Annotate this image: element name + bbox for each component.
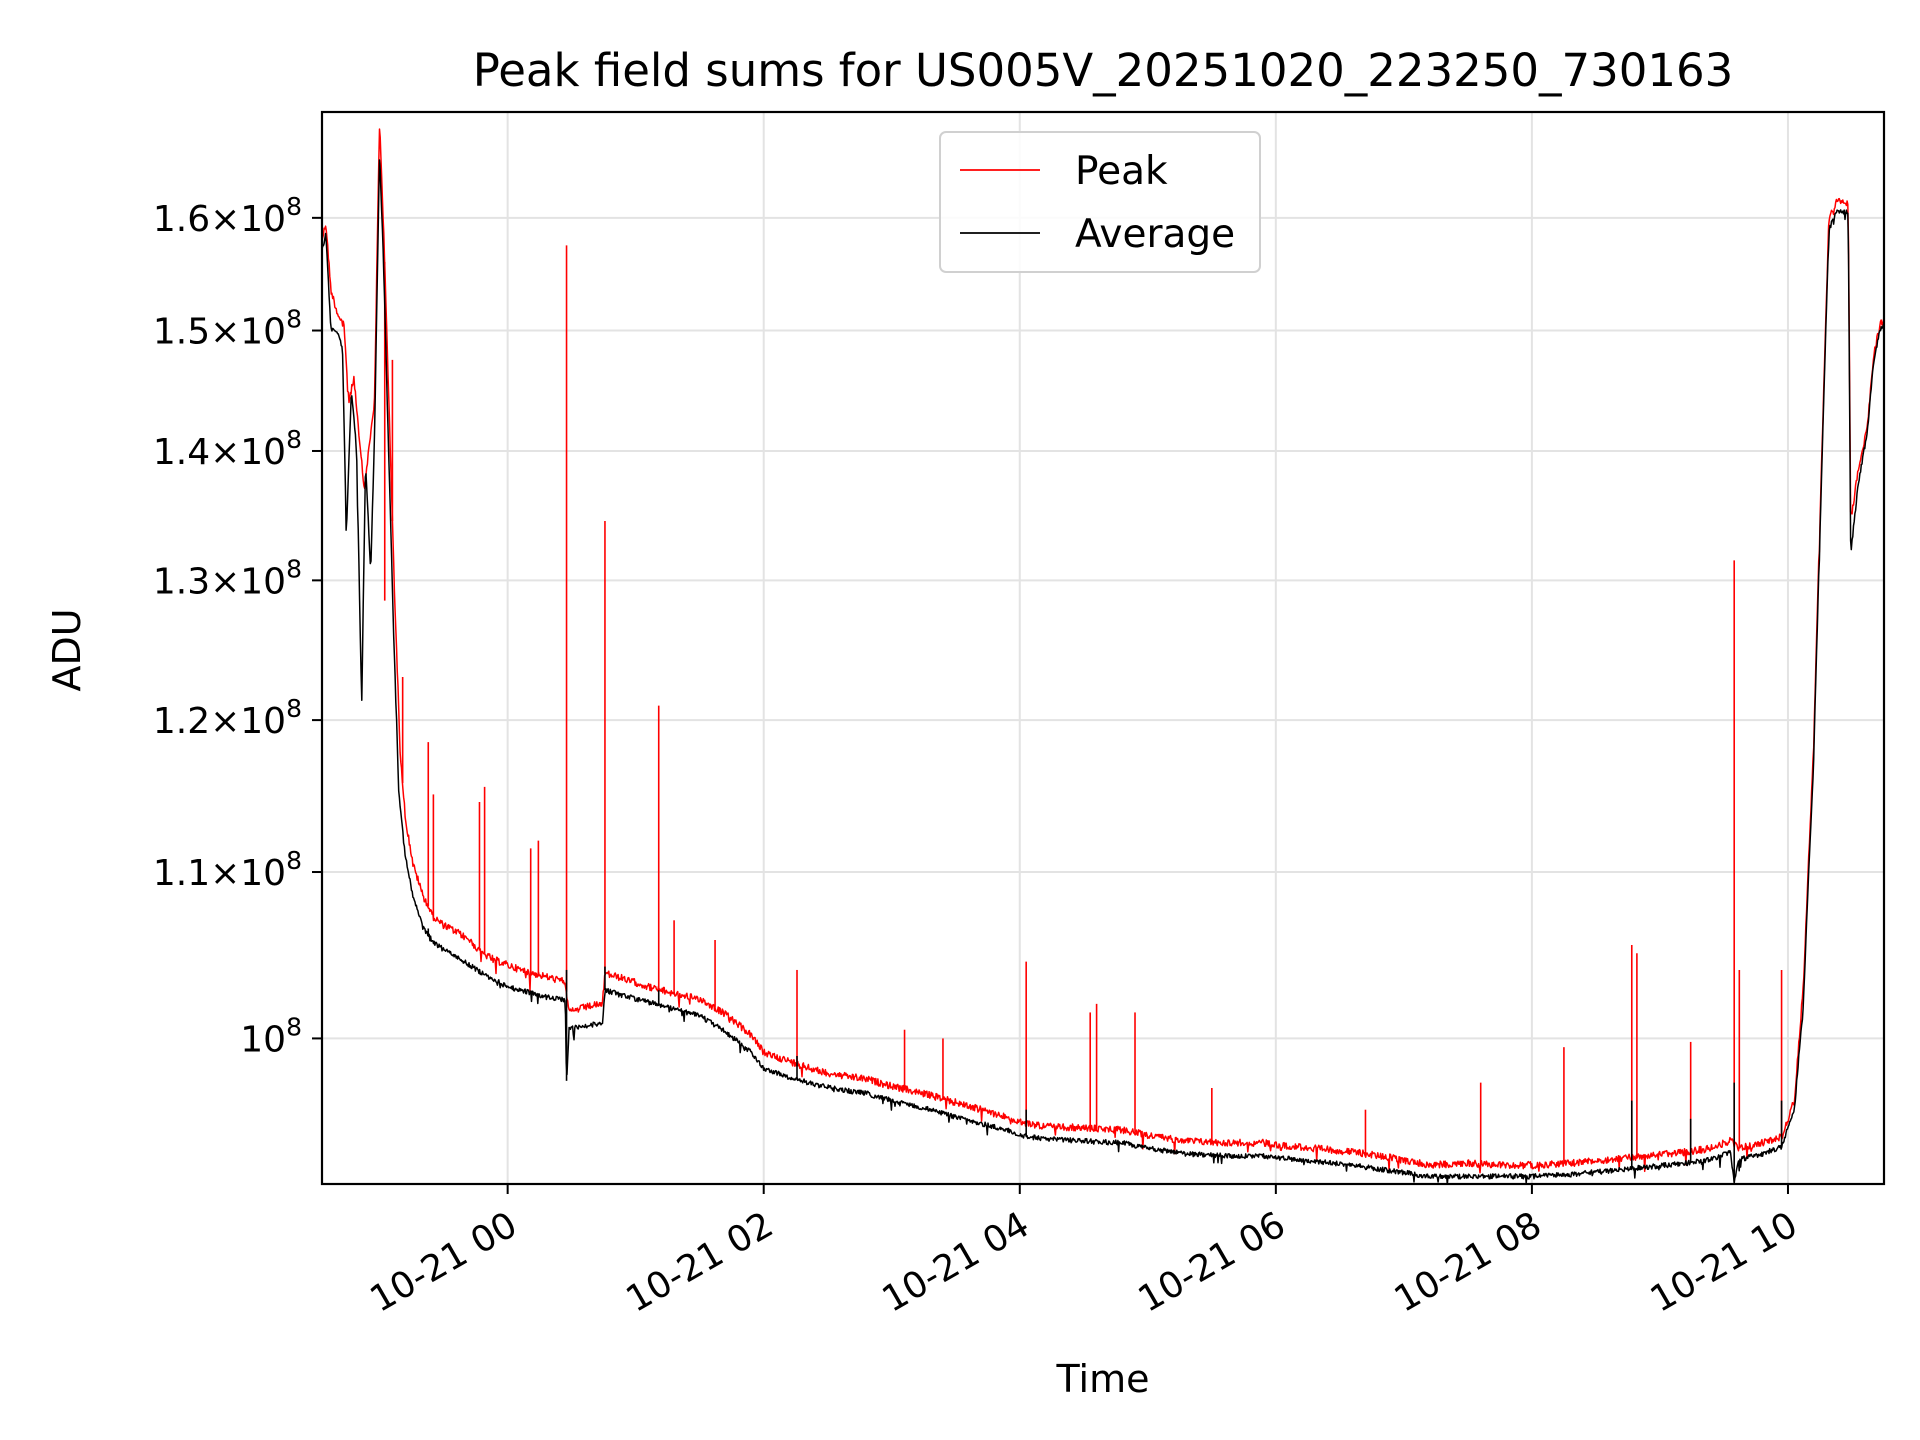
y-tick-label: 1.1×108 (153, 846, 302, 894)
plot-area (322, 128, 1884, 1184)
x-tick-label: 10-21 04 (876, 1204, 1037, 1320)
x-axis-label: Time (1056, 1357, 1150, 1401)
x-tick-label: 10-21 10 (1644, 1204, 1805, 1320)
y-tick-label: 1.2×108 (153, 694, 302, 742)
y-tick-label: 1.3×108 (153, 554, 302, 602)
x-axis: 10-21 00 10-21 02 10-21 04 10-21 06 10-21 08… (363, 1184, 1804, 1321)
x-tick-label: 10-21 06 (1132, 1204, 1293, 1320)
legend-label-peak: Peak (1075, 149, 1168, 194)
plot-frame (320, 110, 1886, 1186)
series-line-peak (322, 128, 1884, 1174)
y-tick-label: 1.4×108 (153, 425, 302, 473)
y-tick-label: 1.5×108 (153, 305, 302, 353)
legend: Peak Average (939, 131, 1261, 273)
y-tick-label: 1.6×108 (153, 192, 302, 240)
y-axis-label: ADU (45, 608, 89, 691)
chart-title: Peak field sums for US005V_20251020_2232… (473, 44, 1734, 97)
x-tick-label: 10-21 02 (620, 1204, 781, 1320)
series-line-average (322, 159, 1884, 1184)
legend-box (939, 131, 1261, 273)
x-tick-label: 10-21 00 (363, 1204, 524, 1320)
x-tick-label: 10-21 08 (1388, 1204, 1549, 1320)
y-axis: 108 1.1×108 1.2×108 1.3×108 1.4×108 1.5×108 1.… (153, 192, 322, 1060)
y-tick-label: 108 (240, 1012, 302, 1060)
legend-label-average: Average (1075, 212, 1235, 257)
